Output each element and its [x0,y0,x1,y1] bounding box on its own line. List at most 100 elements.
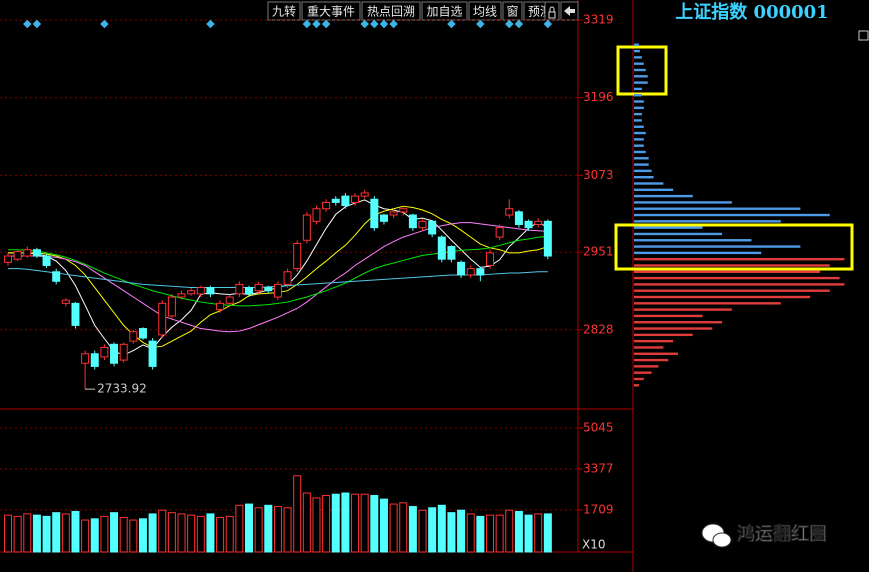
profile-bar [634,289,830,292]
candle-body [466,268,475,276]
candle-body [52,271,61,282]
volume-bar [235,504,244,553]
candle-body [408,214,417,229]
candle-body [71,302,80,326]
volume-bar [514,510,523,553]
candle-body [235,283,244,295]
candle-body [370,198,379,229]
signal-marker [370,19,379,29]
candle-body [110,343,119,364]
volume-bar [42,515,51,553]
chart-title: 上证指数 000001 [675,1,828,23]
volume-bar [138,518,147,553]
volume-bar [293,475,302,553]
signal-marker [100,19,109,29]
volume-bar [32,514,41,553]
toolbar-button[interactable] [267,1,301,21]
toolbar: 九转 重大事件 热点回溯 加自选 均线窗预测 [267,1,557,21]
profile-bar [634,49,640,53]
candle-body [4,255,12,263]
profile-bar [634,43,639,46]
profile-bar [634,302,781,305]
volume-bar [216,517,225,553]
candle-body [129,331,138,342]
profile-bar [634,81,648,84]
profile-bar [634,182,664,185]
icon[interactable] [858,30,869,41]
profile-bar [634,150,646,154]
volume-bar [177,513,186,553]
candle-body [543,220,552,257]
y-tick-label: 3319 [583,13,614,27]
profile-bar [634,75,648,78]
toolbar-button[interactable] [421,1,468,21]
moving-average-line [8,205,548,348]
volume-bar [148,513,157,553]
signal-marker [476,19,485,29]
signal-marker [312,19,321,29]
profile-bar [634,346,664,349]
profile-bar [634,188,674,192]
volume-bar [389,503,398,553]
volume-bar [408,506,417,553]
signal-marker [389,19,398,29]
candle-body [138,328,147,339]
y-tick-label: 3073 [583,168,614,182]
candle-body [495,227,504,238]
volume-bar [4,514,12,553]
moving-average-line [8,222,548,333]
y-tick-label: 2828 [583,322,614,336]
profile-bar [634,169,652,173]
volume-bar [505,509,514,553]
profile-bar [634,371,652,374]
candle-body [457,261,466,276]
candle-body [167,296,176,317]
volume-bar [312,497,321,553]
signal-marker [447,19,456,29]
volume-bar [476,515,485,553]
signal-marker [514,19,524,29]
candle-body [351,195,360,203]
profile-bar [634,276,840,280]
signal-marker [360,19,369,29]
candle-body [447,246,456,260]
volume-bar [428,507,437,553]
highlight-box [614,223,854,271]
profile-bar [634,100,644,103]
profile-bar [634,283,845,286]
volume-bar [524,514,533,553]
profile-bar [634,257,845,261]
profile-bar [634,245,801,248]
profile-bar [634,87,642,91]
volume-bar [379,498,388,553]
profile-bar [634,295,811,299]
volume-bar [273,506,282,553]
volume-bar [100,515,109,553]
watermark-text: 鸿运翻红圈 [737,523,827,545]
candle-body [428,220,437,235]
signal-marker [379,19,389,29]
candle-body [524,220,533,229]
lock-button[interactable] [544,1,560,21]
candle-body [42,255,51,266]
toolbar-label: 窗 [506,5,518,19]
candle-body [341,195,350,207]
volume-bar [370,494,379,553]
candle-body [61,299,70,304]
volume-bar [447,512,456,553]
signal-marker [505,19,514,29]
profile-bar [634,62,644,65]
profile-bar [634,201,732,204]
toolbar-label: 热点回溯 [367,4,415,19]
volume-bar [302,492,311,553]
signal-marker [302,19,312,29]
moving-average-line [8,235,548,307]
candle-body [331,198,340,203]
profile-bar [634,175,654,179]
volume-bar [81,519,90,553]
candle-body [322,201,331,210]
volume-bar [158,509,167,553]
toolbar-button[interactable] [502,1,523,21]
volume-bar [457,509,466,553]
